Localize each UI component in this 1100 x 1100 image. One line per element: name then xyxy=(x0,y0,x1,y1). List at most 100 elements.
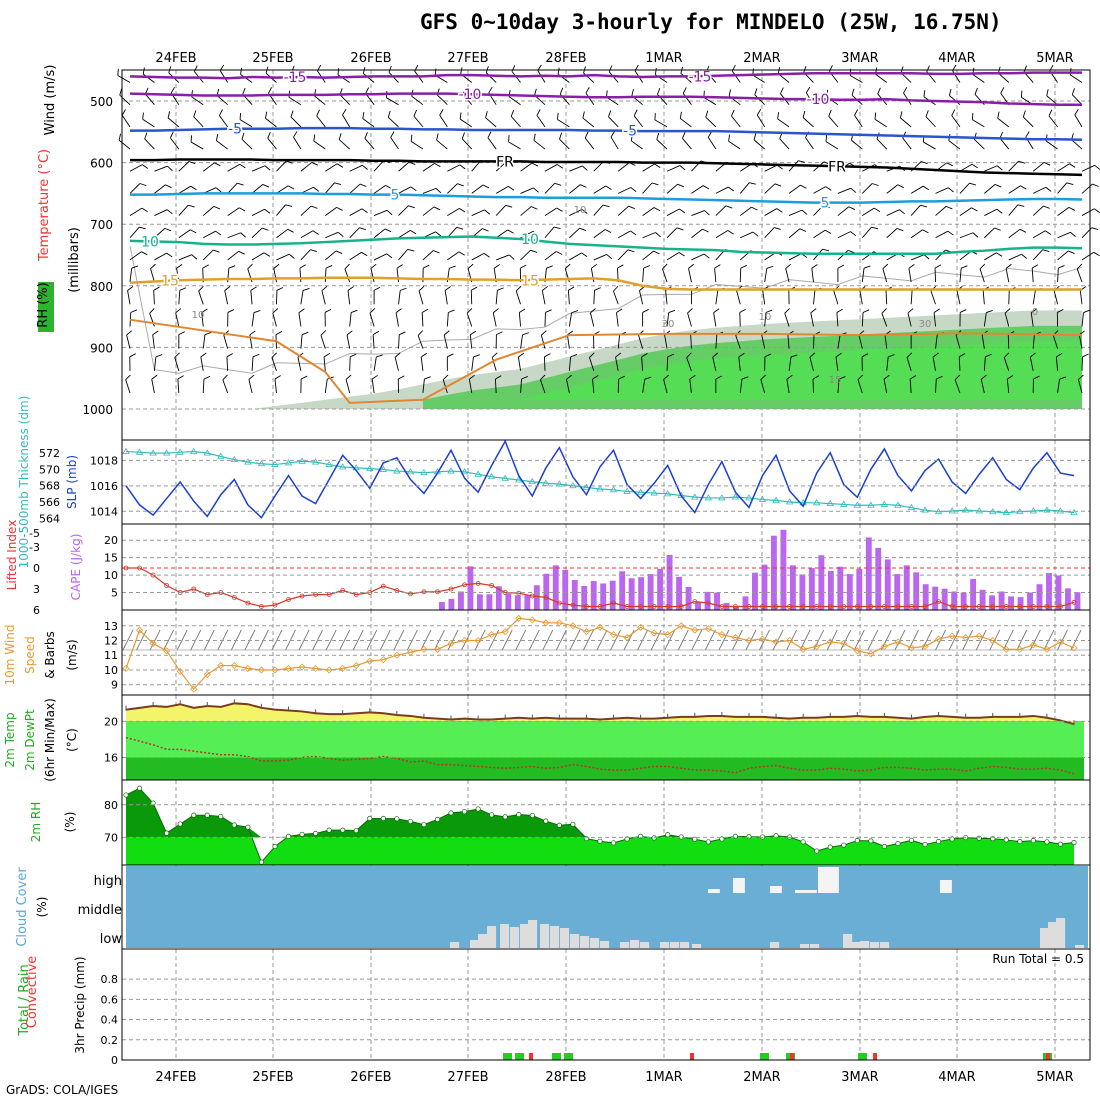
wind-barb xyxy=(935,162,953,172)
thickness-point xyxy=(122,447,130,454)
thickness-point xyxy=(230,455,239,463)
cloud-low-bar xyxy=(600,941,610,948)
thickness-point xyxy=(772,496,780,503)
wind-barb xyxy=(345,374,352,394)
precip-total-bar xyxy=(564,1053,573,1060)
wind-barb xyxy=(264,111,277,128)
wind-barb xyxy=(369,308,376,327)
surface-wind-barb xyxy=(840,629,852,651)
cloud-high-bar xyxy=(940,880,952,893)
wind-speed-point xyxy=(623,633,631,642)
surface-wind-barb xyxy=(677,629,689,651)
ylabel-wind-c: & Barbs xyxy=(43,631,57,679)
surface-wind-barb xyxy=(434,629,445,651)
thickness-point xyxy=(257,459,266,467)
date-label-bottom: 3MAR xyxy=(841,1070,878,1085)
wind-barb xyxy=(365,87,375,105)
cloud-low-bar xyxy=(640,942,650,948)
cape-bar xyxy=(685,586,692,610)
surface-wind-barb xyxy=(718,629,730,651)
wind-barb xyxy=(809,352,816,371)
cape-tick-label: 15 xyxy=(104,552,118,565)
wind-barb xyxy=(469,330,477,349)
wind-barb xyxy=(390,131,399,150)
wind-barb xyxy=(397,375,405,393)
rh-point xyxy=(1030,838,1036,844)
wind-speed-point xyxy=(352,661,360,670)
wind-barb xyxy=(715,186,734,194)
wind-barb xyxy=(569,227,587,239)
rh-contour-label: 30 xyxy=(919,319,932,330)
cape-bar xyxy=(562,569,569,610)
thickness-tick-label: 572 xyxy=(39,447,60,460)
wind-barb xyxy=(520,376,528,394)
rh-contour xyxy=(129,245,1083,374)
cape-bar xyxy=(524,595,531,610)
cape-bar xyxy=(960,592,967,610)
isotherm-line-lower xyxy=(129,318,1083,404)
wind-speed-point xyxy=(339,664,347,673)
wind-barb xyxy=(290,110,302,128)
wind-barb xyxy=(398,161,416,172)
wind-barb xyxy=(495,254,515,261)
rh-point xyxy=(976,835,982,841)
wind-barb xyxy=(216,133,228,150)
cape-bar xyxy=(827,570,834,610)
ylabel-pressure: (millibars) xyxy=(67,227,82,293)
wind-barb xyxy=(154,209,173,216)
li-point xyxy=(584,604,589,609)
wind-barb xyxy=(436,133,448,150)
wind-speed-point xyxy=(1043,645,1051,653)
wind-barb xyxy=(909,375,917,394)
li-point xyxy=(272,602,278,608)
wind-barb xyxy=(324,250,343,261)
surface-wind-barb xyxy=(379,629,391,651)
rh-point xyxy=(949,836,955,842)
wind-barb xyxy=(349,309,358,327)
surface-wind-barb xyxy=(352,629,364,651)
thickness-point xyxy=(528,477,536,485)
wind-barb xyxy=(520,249,538,261)
wind-barb xyxy=(537,64,546,83)
rh-point xyxy=(597,838,603,844)
precip-total-bar xyxy=(515,1053,524,1060)
cloud-low-bar xyxy=(680,942,690,948)
wind-barb xyxy=(251,183,270,194)
li-tick-label: 6 xyxy=(33,604,40,617)
wind-barb xyxy=(466,308,473,327)
date-label-top: 4MAR xyxy=(938,51,975,66)
cloud-high-bar xyxy=(805,890,817,893)
wind-barb xyxy=(714,264,721,283)
wind-barb xyxy=(739,308,746,327)
wind-speed-point xyxy=(393,651,401,659)
wind-barb xyxy=(298,308,305,327)
wind-barb xyxy=(617,230,637,239)
li-point xyxy=(1017,604,1023,609)
wind-barb xyxy=(666,252,685,261)
wind-barb xyxy=(712,352,719,371)
wind-barb xyxy=(300,331,309,349)
wind-barb xyxy=(300,375,308,393)
surface-wind-barb xyxy=(894,629,906,651)
li-point xyxy=(841,604,847,609)
wind-barb xyxy=(1032,230,1052,239)
isotherm-line xyxy=(130,192,1083,204)
wind-barb xyxy=(241,132,253,150)
wind-barb xyxy=(641,353,648,371)
date-label-top: 28FEB xyxy=(545,51,586,66)
wind-barb xyxy=(663,374,670,394)
wind-barb xyxy=(202,375,211,394)
cloud-low-bar xyxy=(478,934,488,948)
wind-barb xyxy=(492,308,499,327)
wind-barb xyxy=(666,165,686,172)
isotherm-label: -5 xyxy=(623,124,637,140)
date-label-top: 5MAR xyxy=(1036,51,1073,66)
surface-wind-barb xyxy=(149,629,161,651)
surface-wind-barb xyxy=(569,629,581,651)
wind-barb xyxy=(642,182,659,194)
rh-point xyxy=(814,848,820,854)
wind-barb xyxy=(491,352,498,371)
li-point xyxy=(760,604,765,609)
precip-conv-bar xyxy=(873,1053,877,1060)
